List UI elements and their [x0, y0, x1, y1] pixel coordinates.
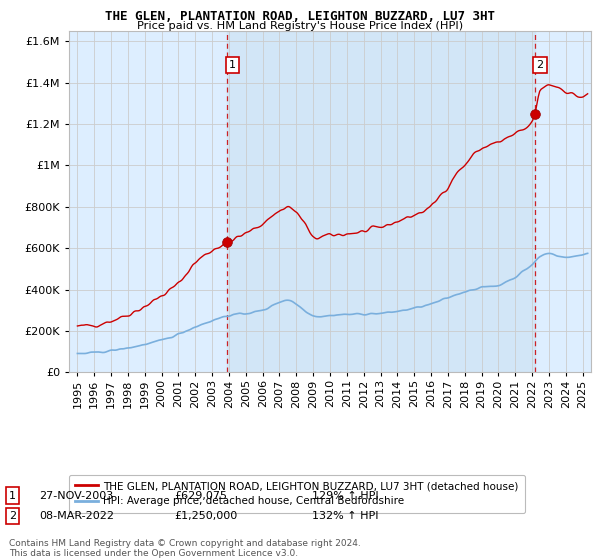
- Text: 27-NOV-2003: 27-NOV-2003: [39, 491, 113, 501]
- Text: £629,075: £629,075: [174, 491, 227, 501]
- Text: £1,250,000: £1,250,000: [174, 511, 237, 521]
- Text: 2: 2: [9, 511, 16, 521]
- Text: 1: 1: [9, 491, 16, 501]
- Text: Contains HM Land Registry data © Crown copyright and database right 2024.
This d: Contains HM Land Registry data © Crown c…: [9, 539, 361, 558]
- Text: 132% ↑ HPI: 132% ↑ HPI: [312, 511, 379, 521]
- Text: 2: 2: [536, 60, 544, 70]
- Bar: [227, 31, 535, 372]
- Text: 1: 1: [229, 60, 236, 70]
- Text: Price paid vs. HM Land Registry's House Price Index (HPI): Price paid vs. HM Land Registry's House …: [137, 21, 463, 31]
- Text: 129% ↑ HPI: 129% ↑ HPI: [312, 491, 379, 501]
- Legend: THE GLEN, PLANTATION ROAD, LEIGHTON BUZZARD, LU7 3HT (detached house), HPI: Aver: THE GLEN, PLANTATION ROAD, LEIGHTON BUZZ…: [69, 475, 525, 512]
- Text: THE GLEN, PLANTATION ROAD, LEIGHTON BUZZARD, LU7 3HT: THE GLEN, PLANTATION ROAD, LEIGHTON BUZZ…: [105, 10, 495, 23]
- Text: 08-MAR-2022: 08-MAR-2022: [39, 511, 114, 521]
